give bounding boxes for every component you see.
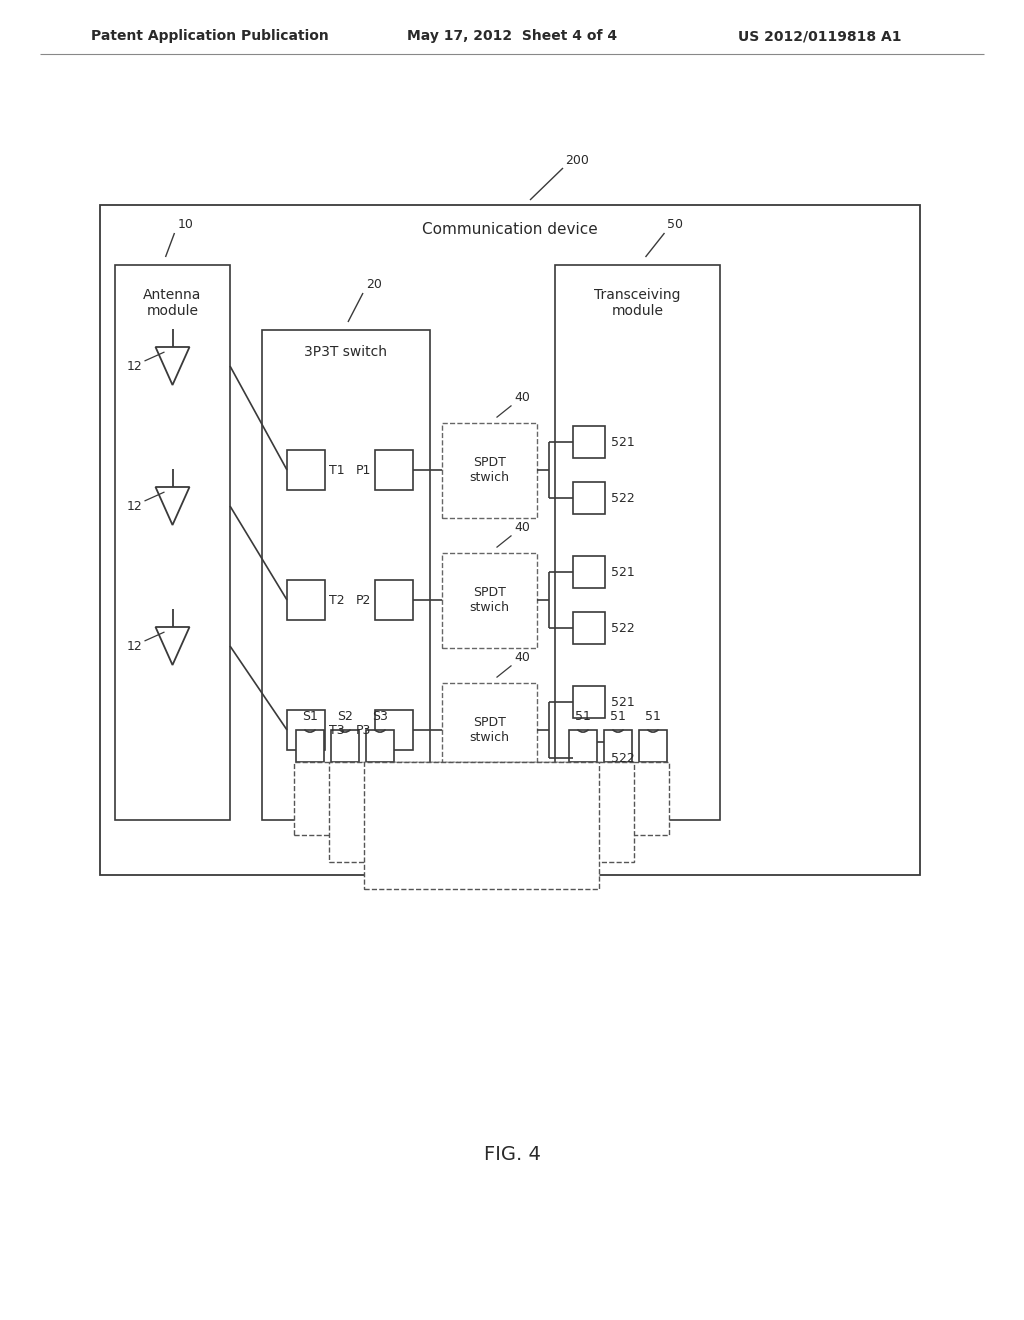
Text: SPDT
stwich: SPDT stwich <box>469 455 510 484</box>
Text: SPDT
stwich: SPDT stwich <box>469 586 510 614</box>
Text: 40: 40 <box>514 391 530 404</box>
Text: T3: T3 <box>329 723 345 737</box>
Bar <box>573 742 605 774</box>
Bar <box>364 762 599 888</box>
Text: 3P3T switch: 3P3T switch <box>304 345 387 359</box>
Bar <box>287 579 325 620</box>
Text: 10: 10 <box>177 219 194 231</box>
Text: T2: T2 <box>329 594 345 606</box>
Text: May 17, 2012  Sheet 4 of 4: May 17, 2012 Sheet 4 of 4 <box>407 29 617 44</box>
Text: 521: 521 <box>611 436 635 449</box>
Text: 12: 12 <box>127 359 142 372</box>
Text: 50: 50 <box>668 219 683 231</box>
Text: 12: 12 <box>127 639 142 652</box>
Bar <box>442 553 537 648</box>
Text: 200: 200 <box>565 153 589 166</box>
Text: S2: S2 <box>337 710 353 722</box>
Bar <box>442 422 537 517</box>
Text: Patent Application Publication: Patent Application Publication <box>91 29 329 44</box>
Text: Transceiving
module: Transceiving module <box>594 288 681 318</box>
Text: 51: 51 <box>645 710 660 722</box>
Bar <box>115 265 230 820</box>
Text: 51: 51 <box>610 710 626 722</box>
Bar <box>569 730 597 762</box>
Text: US 2012/0119818 A1: US 2012/0119818 A1 <box>738 29 902 44</box>
Text: 522: 522 <box>611 622 635 635</box>
Text: FIG. 4: FIG. 4 <box>483 1146 541 1164</box>
Text: 20: 20 <box>366 279 382 292</box>
Bar <box>287 710 325 750</box>
Bar <box>366 730 394 762</box>
Text: 12: 12 <box>127 499 142 512</box>
Bar <box>375 579 413 620</box>
Bar <box>604 730 632 762</box>
Bar <box>442 682 537 777</box>
Bar <box>375 710 413 750</box>
Bar <box>555 265 720 820</box>
Bar <box>573 426 605 458</box>
Bar <box>573 612 605 644</box>
Bar <box>375 450 413 490</box>
Text: 51: 51 <box>575 710 591 722</box>
Bar <box>294 762 669 836</box>
Bar <box>100 205 920 875</box>
Text: P2: P2 <box>355 594 371 606</box>
Text: P3: P3 <box>355 723 371 737</box>
Bar <box>573 686 605 718</box>
Text: Antenna
module: Antenna module <box>143 288 202 318</box>
Text: 521: 521 <box>611 696 635 709</box>
Text: 40: 40 <box>514 521 530 535</box>
Text: Communication device: Communication device <box>422 223 598 238</box>
Text: T1: T1 <box>329 463 345 477</box>
Text: SPDT
stwich: SPDT stwich <box>469 715 510 744</box>
Bar <box>296 730 324 762</box>
Bar <box>573 556 605 587</box>
Text: S3: S3 <box>372 710 388 722</box>
Bar <box>331 730 359 762</box>
Text: 521: 521 <box>611 565 635 578</box>
Bar <box>287 450 325 490</box>
Bar <box>573 482 605 513</box>
Bar <box>262 330 430 820</box>
Bar <box>329 762 634 862</box>
Text: S1: S1 <box>302 710 317 722</box>
Text: 522: 522 <box>611 491 635 504</box>
Text: P1: P1 <box>355 463 371 477</box>
Bar <box>639 730 667 762</box>
Text: 40: 40 <box>514 651 530 664</box>
Text: 522: 522 <box>611 751 635 764</box>
